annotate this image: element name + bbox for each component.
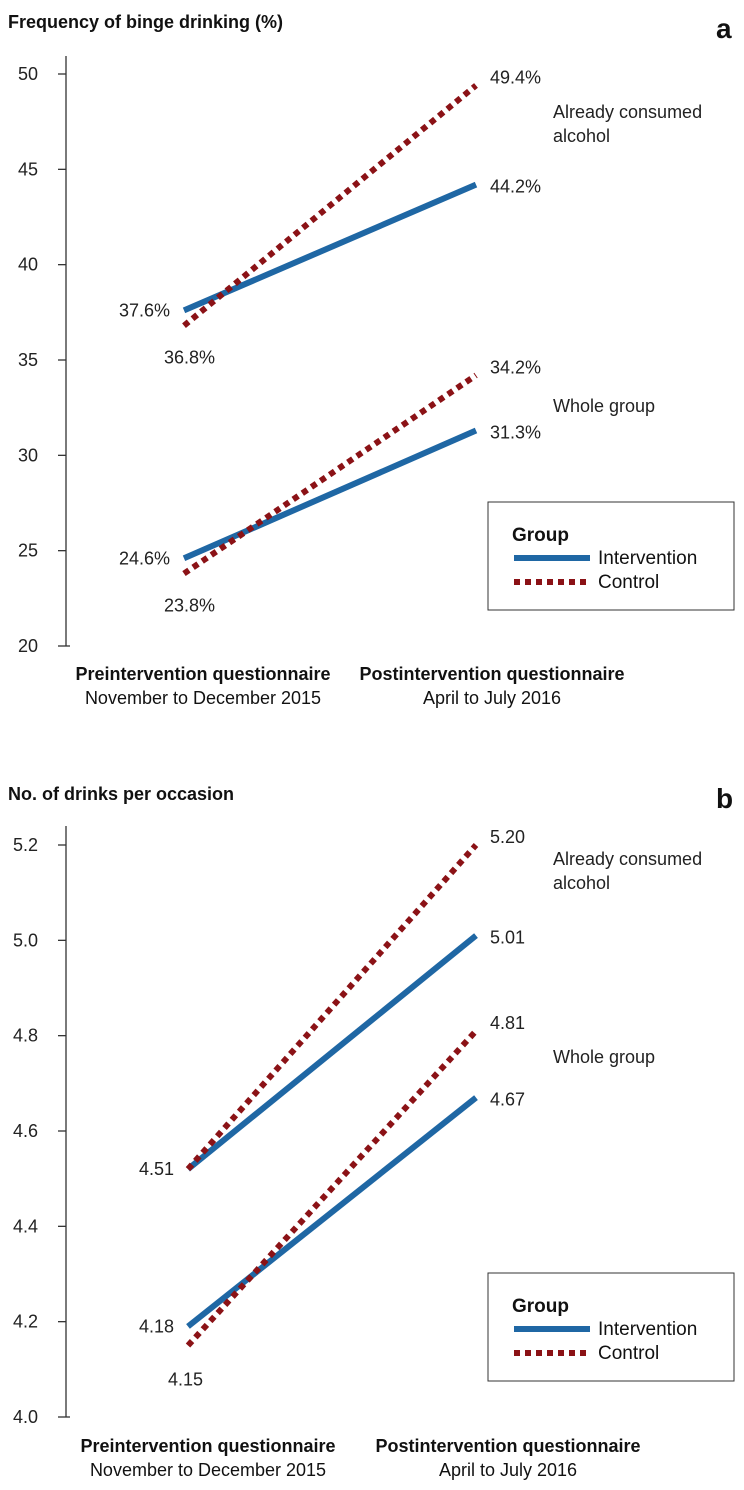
chart-a-series-line-control	[182, 83, 478, 328]
chart-a-x-tick-label: Postintervention questionnaire	[359, 664, 624, 684]
chart-a-x-tick-label: April to July 2016	[423, 688, 561, 708]
chart-a-y-tick-label: 40	[18, 255, 38, 275]
chart-a-y-tick-label: 25	[18, 541, 38, 561]
chart-a-title: Frequency of binge drinking (%)	[8, 12, 283, 32]
chart-b-y-tick-label: 4.8	[13, 1026, 38, 1046]
chart-b-legend: Group Intervention Control	[487, 1272, 735, 1382]
chart-a-data-label: 23.8%	[164, 596, 215, 616]
chart-b-subgroup-label: Already consumed	[553, 849, 702, 869]
chart-b-y-axis: 4.0 4.2 4.4 4.6 4.8 5.0 5.2	[13, 826, 70, 1427]
chart-b-x-tick-label: November to December 2015	[90, 1460, 326, 1480]
chart-a-data-label: 44.2%	[490, 177, 541, 197]
chart-b-data-labels: 4.51 5.01 5.20 4.18 4.67 4.15 4.81	[139, 827, 525, 1390]
chart-a-y-axis: 20 25 30 35 40 45 50	[18, 56, 70, 656]
chart-b-legend-label: Intervention	[598, 1319, 697, 1340]
chart-a-legend-label: Intervention	[598, 548, 697, 569]
chart-a-data-label: 31.3%	[490, 423, 541, 443]
chart-a-y-tick-label: 45	[18, 159, 38, 179]
chart-a-subgroup-label: alcohol	[553, 126, 610, 146]
chart-b-x-tick-label: April to July 2016	[439, 1460, 577, 1480]
chart-b-series-line-intervention	[186, 1095, 478, 1329]
chart-b-y-tick-label: 4.4	[13, 1216, 38, 1236]
chart-a-legend: Group Intervention Control	[487, 501, 735, 611]
chart-b-data-label: 4.18	[139, 1316, 174, 1336]
chart-b-series-line-intervention	[186, 933, 478, 1172]
chart-a-data-label: 24.6%	[119, 548, 170, 568]
chart-a-series-line-intervention	[182, 427, 478, 562]
chart-a-subgroup-label: Whole group	[553, 396, 655, 416]
chart-b-y-tick-label: 5.0	[13, 930, 38, 950]
chart-a-data-labels: 37.6% 44.2% 36.8% 49.4% 24.6% 31.3% 23.8% 34.2%	[119, 67, 541, 615]
chart-b-data-label: 4.81	[490, 1013, 525, 1033]
chart-a-data-label: 49.4%	[490, 67, 541, 87]
chart-b-data-label: 5.01	[490, 928, 525, 948]
chart-b-y-tick-label: 4.0	[13, 1407, 38, 1427]
chart-b-subgroup-label: alcohol	[553, 873, 610, 893]
chart-a-series-lines	[182, 83, 478, 577]
chart-a-data-label: 34.2%	[490, 357, 541, 377]
chart-b-series-line-control	[185, 843, 479, 1172]
chart-a-legend-label: Control	[598, 572, 659, 593]
chart-b-data-label: 5.20	[490, 827, 525, 847]
chart-a-legend-title: Group	[512, 525, 569, 546]
chart-b-subgroup-label: Whole group	[553, 1047, 655, 1067]
chart-b-data-label: 4.15	[168, 1370, 203, 1390]
chart-b-y-tick-label: 4.6	[13, 1121, 38, 1141]
chart-b-data-label: 4.51	[139, 1159, 174, 1179]
chart-b-panel-letter: b	[716, 783, 733, 814]
chart-a-y-tick-label: 50	[18, 64, 38, 84]
chart-a-data-label: 37.6%	[119, 300, 170, 320]
chart-b-y-tick-label: 5.2	[13, 835, 38, 855]
chart-b-data-label: 4.67	[490, 1090, 525, 1110]
chart-a-panel-letter: a	[716, 13, 732, 44]
chart-a-subgroup-label: Already consumed	[553, 102, 702, 122]
chart-b-y-tick-label: 4.2	[13, 1312, 38, 1332]
chart-a-x-tick-label: Preintervention questionnaire	[75, 664, 330, 684]
chart-b-x-tick-label: Preintervention questionnaire	[80, 1436, 335, 1456]
chart-b-legend-label: Control	[598, 1343, 659, 1364]
chart-a-data-label: 36.8%	[164, 348, 215, 368]
chart-b-series-lines	[185, 843, 479, 1348]
chart-a-series-line-control	[182, 372, 478, 577]
chart-panel-a: Frequency of binge drinking (%) a 20 25 30…	[8, 12, 735, 708]
chart-a-x-tick-label: November to December 2015	[85, 688, 321, 708]
chart-b-series-line-control	[185, 1028, 479, 1348]
chart-panel-b: No. of drinks per occasion b 4.04.24.44.…	[8, 783, 735, 1480]
chart-b-title: No. of drinks per occasion	[8, 784, 234, 804]
chart-a-y-tick-label: 30	[18, 445, 38, 465]
chart-a-y-tick-label: 35	[18, 350, 38, 370]
chart-b-x-tick-label: Postintervention questionnaire	[375, 1436, 640, 1456]
chart-a-y-tick-label: 20	[18, 636, 38, 656]
chart-b-legend-title: Group	[512, 1296, 569, 1317]
